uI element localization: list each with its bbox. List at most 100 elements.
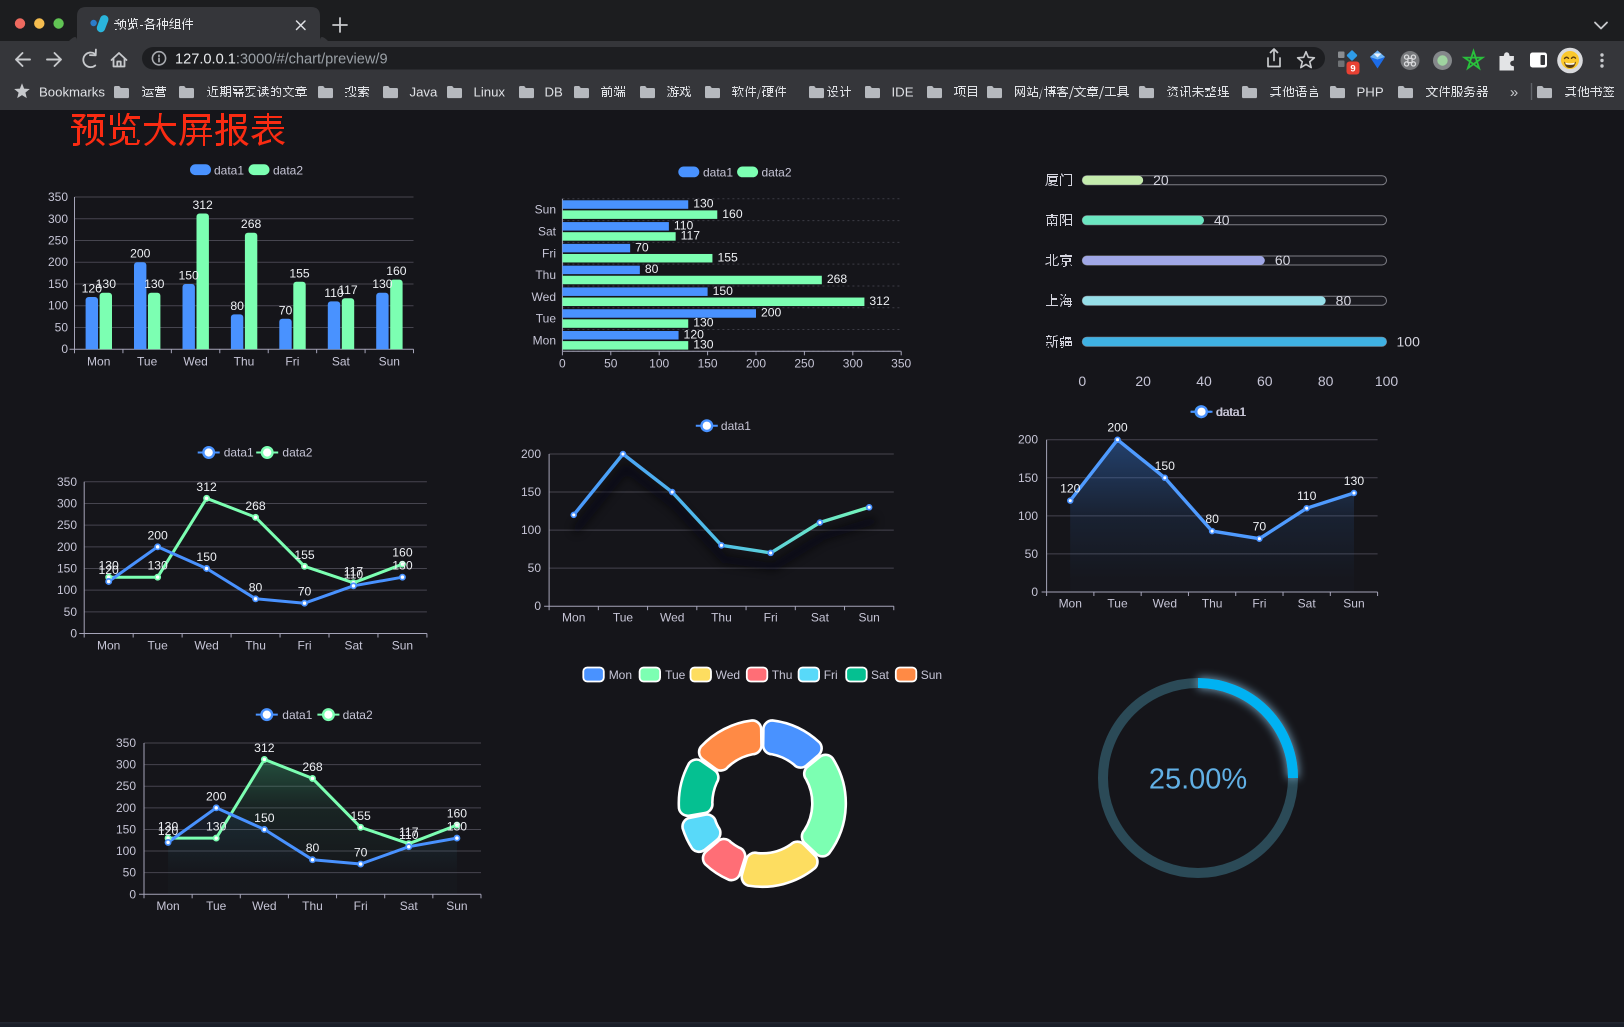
svg-text:117: 117 <box>399 825 419 839</box>
svg-text:data1: data1 <box>214 163 244 177</box>
svg-text:Sun: Sun <box>392 639 413 653</box>
svg-text:250: 250 <box>116 779 136 793</box>
svg-text:Wed: Wed <box>716 668 740 682</box>
svg-text:110: 110 <box>324 286 344 300</box>
svg-text:120: 120 <box>82 282 103 296</box>
svg-text:70: 70 <box>354 846 368 860</box>
svg-text:Sat: Sat <box>1298 597 1317 611</box>
svg-text:80: 80 <box>1205 512 1219 526</box>
svg-text:data1: data1 <box>282 708 312 722</box>
svg-text:0: 0 <box>1031 585 1038 599</box>
svg-text:130: 130 <box>147 559 168 573</box>
svg-text:120: 120 <box>684 327 705 341</box>
svg-text:Sun: Sun <box>858 611 879 625</box>
svg-text:200: 200 <box>130 247 151 261</box>
svg-text:Tue: Tue <box>1107 597 1128 611</box>
svg-text:300: 300 <box>57 496 77 510</box>
svg-text:0: 0 <box>61 342 68 356</box>
svg-text:200: 200 <box>746 357 766 371</box>
svg-text:Tue: Tue <box>206 899 227 913</box>
svg-text:Sat: Sat <box>538 224 557 238</box>
svg-text:Wed: Wed <box>194 639 218 653</box>
svg-text:Wed: Wed <box>183 355 207 369</box>
svg-text:Linux: Linux <box>474 85 506 100</box>
svg-text:Sat: Sat <box>811 611 830 625</box>
svg-text:IDE: IDE <box>892 85 914 100</box>
svg-text:100: 100 <box>48 299 68 313</box>
svg-text:data1: data1 <box>1216 405 1246 419</box>
svg-text:160: 160 <box>386 264 407 278</box>
svg-text:Sun: Sun <box>1343 597 1364 611</box>
svg-text:155: 155 <box>289 266 310 280</box>
svg-text:268: 268 <box>245 499 266 513</box>
svg-text:130: 130 <box>96 277 117 291</box>
svg-text:Thu: Thu <box>1202 597 1223 611</box>
svg-text:Mon: Mon <box>97 639 120 653</box>
svg-text:Tue: Tue <box>665 668 686 682</box>
svg-text:Mon: Mon <box>562 611 585 625</box>
svg-text:150: 150 <box>57 561 77 575</box>
svg-text:350: 350 <box>57 475 77 489</box>
svg-text:300: 300 <box>48 212 68 226</box>
svg-text:20: 20 <box>1153 172 1169 188</box>
svg-text:130: 130 <box>1344 474 1365 488</box>
svg-text:40: 40 <box>1214 212 1230 228</box>
svg-text:150: 150 <box>1018 471 1038 485</box>
svg-text:Wed: Wed <box>532 290 556 304</box>
svg-text:60: 60 <box>1275 252 1291 268</box>
svg-text:data2: data2 <box>343 708 373 722</box>
svg-text:130: 130 <box>447 820 468 834</box>
svg-text:Sun: Sun <box>921 668 942 682</box>
svg-text:data1: data1 <box>224 446 254 460</box>
svg-text:Fri: Fri <box>542 246 556 260</box>
svg-text:110: 110 <box>674 218 694 232</box>
svg-text:150: 150 <box>179 268 200 282</box>
svg-text:PHP: PHP <box>1357 85 1384 100</box>
svg-text:110: 110 <box>344 567 364 581</box>
svg-text:Thu: Thu <box>535 268 556 282</box>
svg-text:Thu: Thu <box>245 639 266 653</box>
svg-text:70: 70 <box>298 585 312 599</box>
svg-text:117: 117 <box>338 283 358 297</box>
svg-text:130: 130 <box>372 277 393 291</box>
svg-text:80: 80 <box>230 299 244 313</box>
svg-text:130: 130 <box>392 559 413 573</box>
svg-text:40: 40 <box>1196 373 1212 389</box>
svg-text:50: 50 <box>1025 547 1039 561</box>
svg-text:312: 312 <box>196 480 217 494</box>
svg-text:300: 300 <box>116 758 136 772</box>
svg-text:100: 100 <box>1375 373 1399 389</box>
svg-text:Fri: Fri <box>285 355 299 369</box>
svg-text:20: 20 <box>1135 373 1151 389</box>
svg-text:0: 0 <box>534 599 541 613</box>
svg-text:130: 130 <box>144 277 165 291</box>
svg-text:Sat: Sat <box>332 355 351 369</box>
svg-text:120: 120 <box>99 563 120 577</box>
svg-text:0: 0 <box>70 627 77 641</box>
svg-text:Bookmarks: Bookmarks <box>39 85 105 100</box>
svg-text:Fri: Fri <box>764 611 778 625</box>
svg-text:150: 150 <box>713 284 734 298</box>
svg-text:Sun: Sun <box>379 355 400 369</box>
svg-text:Thu: Thu <box>234 355 255 369</box>
svg-text:100: 100 <box>1018 509 1038 523</box>
svg-text:312: 312 <box>193 198 214 212</box>
svg-text:80: 80 <box>306 841 320 855</box>
svg-text:312: 312 <box>869 294 890 308</box>
svg-text:130: 130 <box>158 820 179 834</box>
svg-text:9: 9 <box>1350 64 1355 75</box>
svg-text:200: 200 <box>116 801 136 815</box>
svg-text:Thu: Thu <box>772 668 793 682</box>
svg-text:0: 0 <box>129 887 136 901</box>
svg-text:110: 110 <box>1297 489 1317 503</box>
svg-text:Tue: Tue <box>137 355 158 369</box>
svg-text:25.00%: 25.00% <box>1149 764 1247 796</box>
svg-text:150: 150 <box>196 550 217 564</box>
svg-text:130: 130 <box>99 559 120 573</box>
svg-text:160: 160 <box>392 546 413 560</box>
svg-text:Tue: Tue <box>613 611 634 625</box>
svg-text:Fri: Fri <box>824 668 838 682</box>
svg-text:50: 50 <box>528 561 542 575</box>
svg-text:130: 130 <box>693 338 714 352</box>
svg-text:200: 200 <box>147 528 168 542</box>
